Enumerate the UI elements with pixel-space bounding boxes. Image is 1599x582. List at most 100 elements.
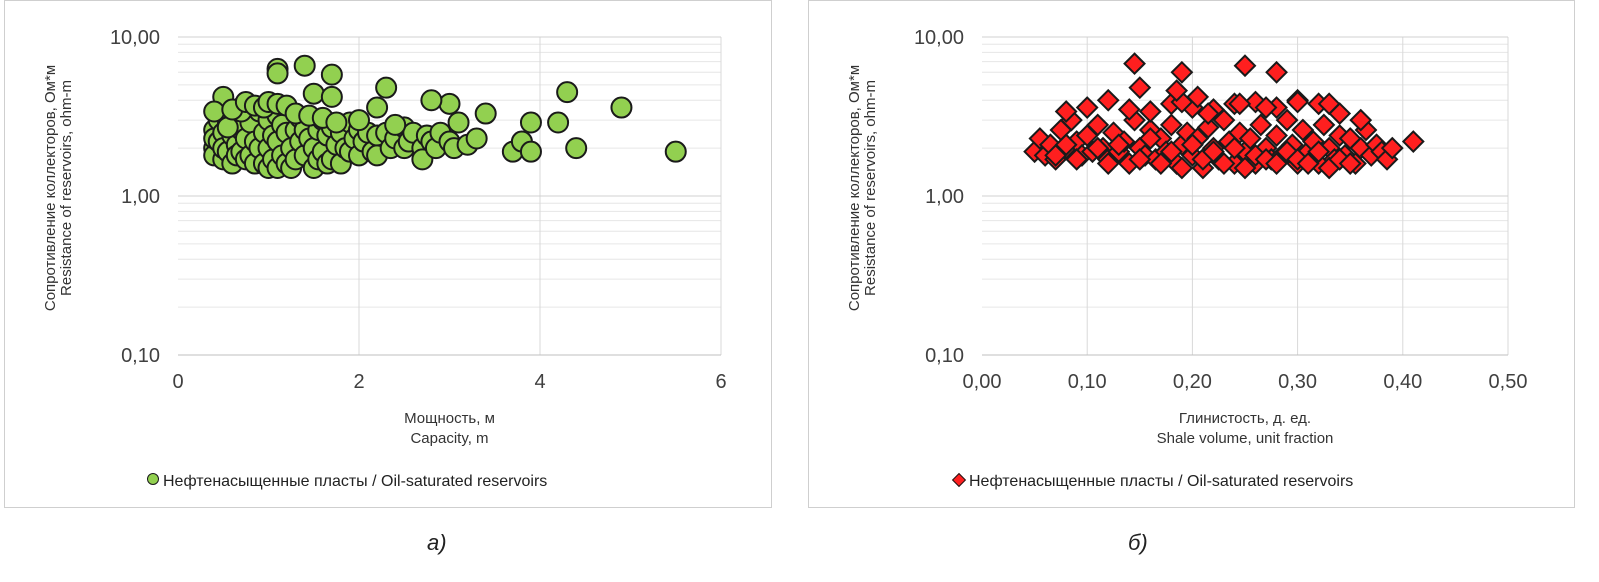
legend-a: Нефтенасыщенные пласты / Oil-saturated r… [147,473,547,491]
x-tick-label: 0,00 [963,371,1002,393]
data-point [1228,92,1252,116]
data-point [1202,140,1225,164]
x-tick-label: 2 [353,371,364,393]
data-point [1401,130,1425,153]
data-point [348,109,370,132]
data-point [1075,96,1099,119]
x-tick-label: 0,40 [1383,371,1422,393]
y-axis-label-ru: Сопротивление коллекторов, Ом*м [846,65,863,311]
data-point [1128,147,1152,171]
caption-a: а) [427,530,447,555]
data-point [375,76,398,99]
y-tick-label: 10,00 [110,27,160,49]
chart-b-svg: 10,00 1,00 0,10 0,00 0,10 0,20 0,30 0,40 0,50 Гли… [846,27,1528,447]
data-point [1159,140,1183,164]
data-point [1275,108,1299,132]
legend-b: Нефтенасыщенные пласты / Oil-saturated r… [951,472,1354,491]
x-tick-label: 0 [172,371,183,393]
data-point [325,111,348,134]
data-point [1165,79,1189,103]
data-point [1196,102,1220,125]
data-point [320,85,343,108]
data-point [1312,113,1336,137]
data-point [1096,152,1120,175]
y-tick-label: 0,10 [121,345,160,367]
data-point [547,111,570,134]
chart-panel-b: 10,00 1,00 0,10 0,00 0,10 0,20 0,30 0,40 0,50 Гли… [808,0,1575,508]
y-tick-label: 0,10 [925,345,964,367]
data-point [1123,52,1146,76]
data-point [266,62,289,85]
x-tick-label: 0,10 [1068,371,1107,393]
data-point [519,140,542,163]
data-point [474,102,497,125]
x-axis-label-en: Shale volume, unit fraction [1157,430,1334,447]
data-point [366,96,389,119]
data-point [1249,113,1273,137]
data-point [438,92,461,115]
data-point [1096,88,1120,112]
data-point [1233,54,1257,78]
data-point [610,96,633,119]
chart-a-svg: 10,00 1,00 0,10 0 2 4 6 Мощность, м Capacity, m С… [42,27,727,447]
x-tick-label: 4 [534,371,545,393]
y-tick-label: 1,00 [925,186,964,208]
data-point [1254,96,1278,119]
x-tick-label: 0,50 [1489,371,1528,393]
chart-panel-a: 10,00 1,00 0,10 0 2 4 6 Мощность, м Capacity, m С… [4,0,772,508]
data-point [1149,152,1173,175]
data-point [1107,133,1131,157]
data-point [465,127,488,150]
data-point [1380,136,1404,160]
data-point [519,111,542,134]
x-axis-label-ru: Глинистость, д. ед. [1179,410,1311,427]
data-point [1349,108,1373,132]
data-point [1170,156,1194,180]
data-point [1238,127,1262,150]
legend-marker-circle-icon [147,473,159,485]
data-point [420,89,443,112]
data-point [1212,152,1236,175]
data-point [664,140,687,163]
data-point [1128,76,1152,100]
data-point [1286,90,1310,114]
data-point [1065,147,1089,171]
data-point [1307,140,1331,164]
y-tick-label: 10,00 [914,27,964,49]
data-point [1180,133,1204,157]
data-point [302,82,325,105]
data-point [1054,100,1078,123]
data-point [1265,60,1288,84]
data-point [1265,124,1288,147]
data-point [320,63,343,86]
data-point [565,137,588,160]
legend-marker-diamond-icon [951,472,967,488]
data-point [1196,115,1220,139]
data-point [1170,60,1194,84]
data-point [1265,152,1288,175]
data-point [1138,100,1162,123]
data-point [1117,98,1141,121]
data-point [203,100,226,123]
y-tick-label: 1,00 [121,186,160,208]
data-point [1223,136,1246,160]
data-point [293,54,316,77]
x-tick-label: 0,20 [1173,371,1212,393]
data-point [447,111,470,134]
legend-b-label: Нефтенасыщенные пласты / Oil-saturated r… [969,473,1354,490]
x-axis-label-en: Capacity, m [410,430,488,447]
x-tick-label: 6 [715,371,726,393]
data-point [556,81,579,104]
data-point [1086,136,1110,160]
y-axis-label-ru: Сопротивление коллекторов, Ом*м [42,65,59,311]
caption-b: б) [1128,530,1148,555]
data-point [1338,152,1362,175]
y-axis-label-en: Resistance of reservoirs, ohm-m [58,80,75,296]
data-point [1296,152,1320,175]
data-point [1054,133,1078,157]
data-point [1291,118,1315,142]
data-point [384,113,407,136]
x-tick-label: 0,30 [1278,371,1317,393]
data-point [1233,156,1257,180]
data-point [1317,92,1341,116]
